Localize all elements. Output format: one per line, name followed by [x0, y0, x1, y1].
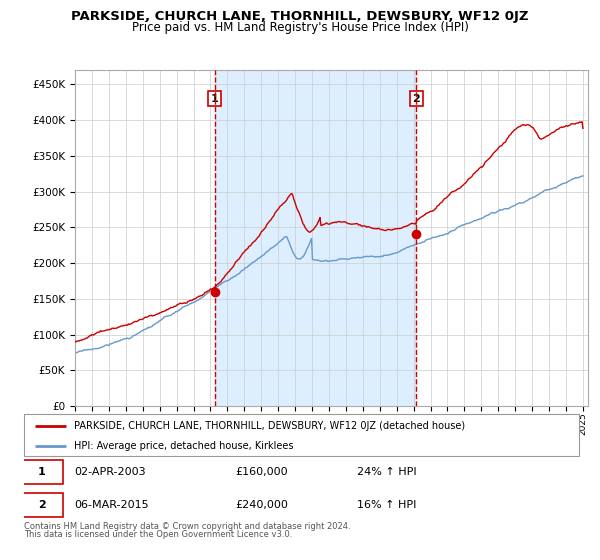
Text: 2: 2 [38, 500, 46, 510]
Text: £240,000: £240,000 [235, 500, 288, 510]
Bar [215, 70, 416, 406]
FancyBboxPatch shape [24, 414, 579, 456]
Text: HPI: Average price, detached house, Kirklees: HPI: Average price, detached house, Kirk… [74, 441, 293, 451]
Text: 16% ↑ HPI: 16% ↑ HPI [357, 500, 416, 510]
Text: 2: 2 [413, 94, 421, 104]
Text: 1: 1 [38, 467, 46, 477]
Text: 1: 1 [211, 94, 218, 104]
Text: PARKSIDE, CHURCH LANE, THORNHILL, DEWSBURY, WF12 0JZ: PARKSIDE, CHURCH LANE, THORNHILL, DEWSBU… [71, 10, 529, 23]
Text: Contains HM Land Registry data © Crown copyright and database right 2024.: Contains HM Land Registry data © Crown c… [24, 522, 350, 531]
FancyBboxPatch shape [21, 460, 63, 484]
Text: 02-APR-2003: 02-APR-2003 [74, 467, 146, 477]
Text: £160,000: £160,000 [235, 467, 287, 477]
FancyBboxPatch shape [21, 493, 63, 517]
Text: This data is licensed under the Open Government Licence v3.0.: This data is licensed under the Open Gov… [24, 530, 292, 539]
Text: 06-MAR-2015: 06-MAR-2015 [74, 500, 149, 510]
Text: 24% ↑ HPI: 24% ↑ HPI [357, 467, 416, 477]
Text: PARKSIDE, CHURCH LANE, THORNHILL, DEWSBURY, WF12 0JZ (detached house): PARKSIDE, CHURCH LANE, THORNHILL, DEWSBU… [74, 421, 465, 431]
Text: Price paid vs. HM Land Registry's House Price Index (HPI): Price paid vs. HM Land Registry's House … [131, 21, 469, 34]
